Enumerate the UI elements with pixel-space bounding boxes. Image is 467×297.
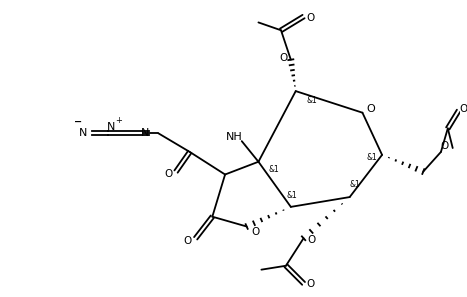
Text: O: O [441, 141, 449, 151]
Text: O: O [306, 279, 315, 289]
Text: O: O [306, 12, 315, 23]
Text: +: + [115, 116, 121, 125]
Text: O: O [307, 235, 316, 245]
Text: &1: &1 [286, 191, 297, 200]
Text: N: N [79, 128, 88, 138]
Text: N: N [141, 128, 149, 138]
Text: O: O [366, 104, 375, 114]
Text: O: O [184, 236, 192, 246]
Text: O: O [164, 170, 172, 179]
Text: NH: NH [226, 132, 242, 142]
Text: &1: &1 [349, 180, 360, 189]
Text: &1: &1 [269, 165, 280, 174]
Text: O: O [460, 104, 467, 114]
Text: O: O [251, 228, 260, 237]
Text: O: O [280, 53, 288, 63]
Text: −: − [74, 116, 82, 127]
Text: &1: &1 [367, 153, 378, 162]
Text: N: N [107, 122, 115, 132]
Text: &1: &1 [306, 97, 317, 105]
